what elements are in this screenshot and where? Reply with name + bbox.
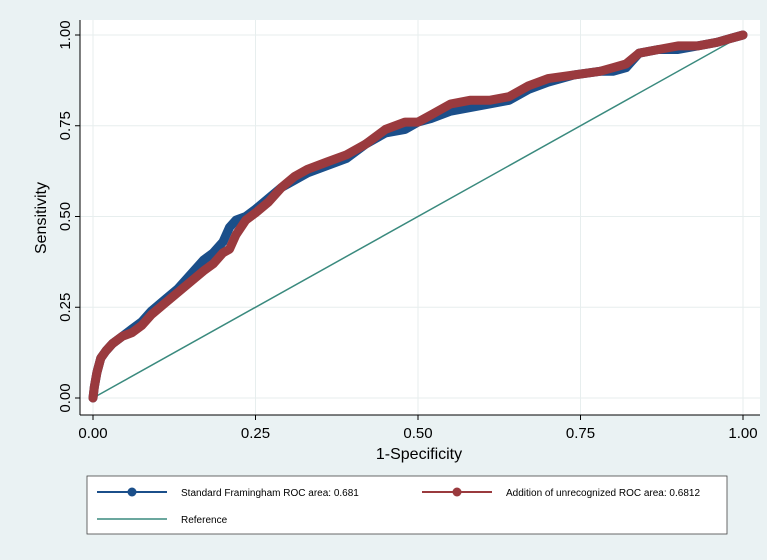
- plot-area: [80, 20, 760, 415]
- roc-point: [466, 96, 474, 104]
- roc-point: [505, 93, 513, 101]
- roc-point: [674, 42, 682, 50]
- legend-item-addition: Addition of unrecognized ROC area: 0.681…: [422, 487, 700, 499]
- roc-point: [323, 158, 331, 166]
- roc-point: [147, 310, 156, 319]
- roc-point: [128, 329, 136, 337]
- roc-point: [713, 38, 721, 46]
- roc-point: [219, 249, 227, 257]
- roc-point: [381, 125, 390, 133]
- roc-point: [427, 111, 435, 119]
- legend: Standard Framingham ROC area: 0.681 Addi…: [86, 475, 728, 535]
- roc-series-1: [88, 30, 748, 403]
- y-tick-label: 0.25: [57, 293, 74, 322]
- legend-box: [86, 475, 728, 535]
- roc-point: [93, 368, 101, 377]
- roc-point: [654, 45, 663, 54]
- x-ticks: 0.00 0.25 0.50 0.75 1.00: [78, 415, 758, 442]
- y-ticks: 0.00 0.25 0.50 0.75 1.00: [57, 20, 80, 413]
- legend-marker-standard: [127, 487, 137, 497]
- y-tick-label: 0.50: [57, 202, 74, 231]
- roc-point: [219, 238, 227, 246]
- roc-point: [622, 60, 630, 68]
- series-layer: [88, 30, 748, 403]
- x-axis-title: 1-Specificity: [376, 446, 462, 463]
- roc-point: [401, 125, 409, 133]
- roc-point: [251, 209, 260, 217]
- roc-point: [138, 321, 146, 329]
- roc-point: [199, 256, 208, 264]
- y-tick-label: 0.00: [57, 383, 74, 412]
- x-tick-label: 0.50: [403, 425, 432, 442]
- roc-point: [90, 383, 98, 391]
- roc-point: [209, 260, 217, 268]
- roc-point: [401, 118, 409, 126]
- roc-point: [466, 104, 474, 112]
- legend-marker-addition: [452, 487, 462, 497]
- legend-item-standard: Standard Framingham ROC area: 0.681: [97, 487, 359, 499]
- roc-point: [485, 96, 494, 104]
- roc-point: [342, 151, 351, 159]
- roc-point: [544, 74, 552, 83]
- roc-point: [524, 82, 533, 90]
- roc-point: [596, 67, 604, 75]
- roc-point: [160, 300, 169, 308]
- roc-point: [232, 216, 240, 224]
- x-tick-label: 1.00: [728, 425, 757, 442]
- roc-point: [242, 216, 250, 224]
- roc-point: [225, 223, 234, 231]
- roc-point: [609, 64, 617, 72]
- roc-point: [232, 231, 240, 239]
- x-tick-label: 0.00: [78, 425, 107, 442]
- reference-line: [92, 34, 744, 399]
- roc-point: [362, 140, 370, 148]
- roc-point: [118, 332, 126, 340]
- roc-point: [186, 278, 195, 286]
- roc-point: [225, 245, 234, 253]
- roc-point: [277, 183, 286, 192]
- roc-point: [102, 347, 110, 355]
- x-tick-label: 0.25: [241, 425, 270, 442]
- y-axis-title: Sensitivity: [33, 182, 50, 254]
- roc-point: [209, 249, 217, 257]
- legend-label-addition: Addition of unrecognized ROC area: 0.681…: [506, 488, 700, 499]
- roc-point: [414, 118, 422, 126]
- y-tick-label: 0.75: [57, 111, 74, 140]
- roc-point: [199, 267, 208, 275]
- roc-point: [108, 339, 117, 348]
- axes: [79, 20, 760, 416]
- roc-point: [446, 100, 455, 108]
- roc-point: [739, 31, 747, 39]
- roc-point: [290, 172, 299, 181]
- legend-label-reference: Reference: [181, 515, 228, 526]
- legend-label-standard: Standard Framingham ROC area: 0.681: [181, 488, 359, 499]
- roc-point: [570, 71, 578, 79]
- y-tick-label: 1.00: [57, 20, 74, 49]
- roc-point: [693, 42, 702, 50]
- roc-point: [173, 289, 182, 297]
- reference-line-layer: [92, 34, 744, 399]
- x-tick-label: 0.75: [566, 425, 595, 442]
- roc-point: [89, 394, 97, 402]
- roc-point: [97, 354, 105, 362]
- roc-point: [726, 35, 734, 43]
- legend-item-reference: Reference: [97, 515, 228, 526]
- roc-point: [635, 49, 643, 57]
- roc-point: [303, 165, 312, 173]
- roc-point: [264, 198, 273, 206]
